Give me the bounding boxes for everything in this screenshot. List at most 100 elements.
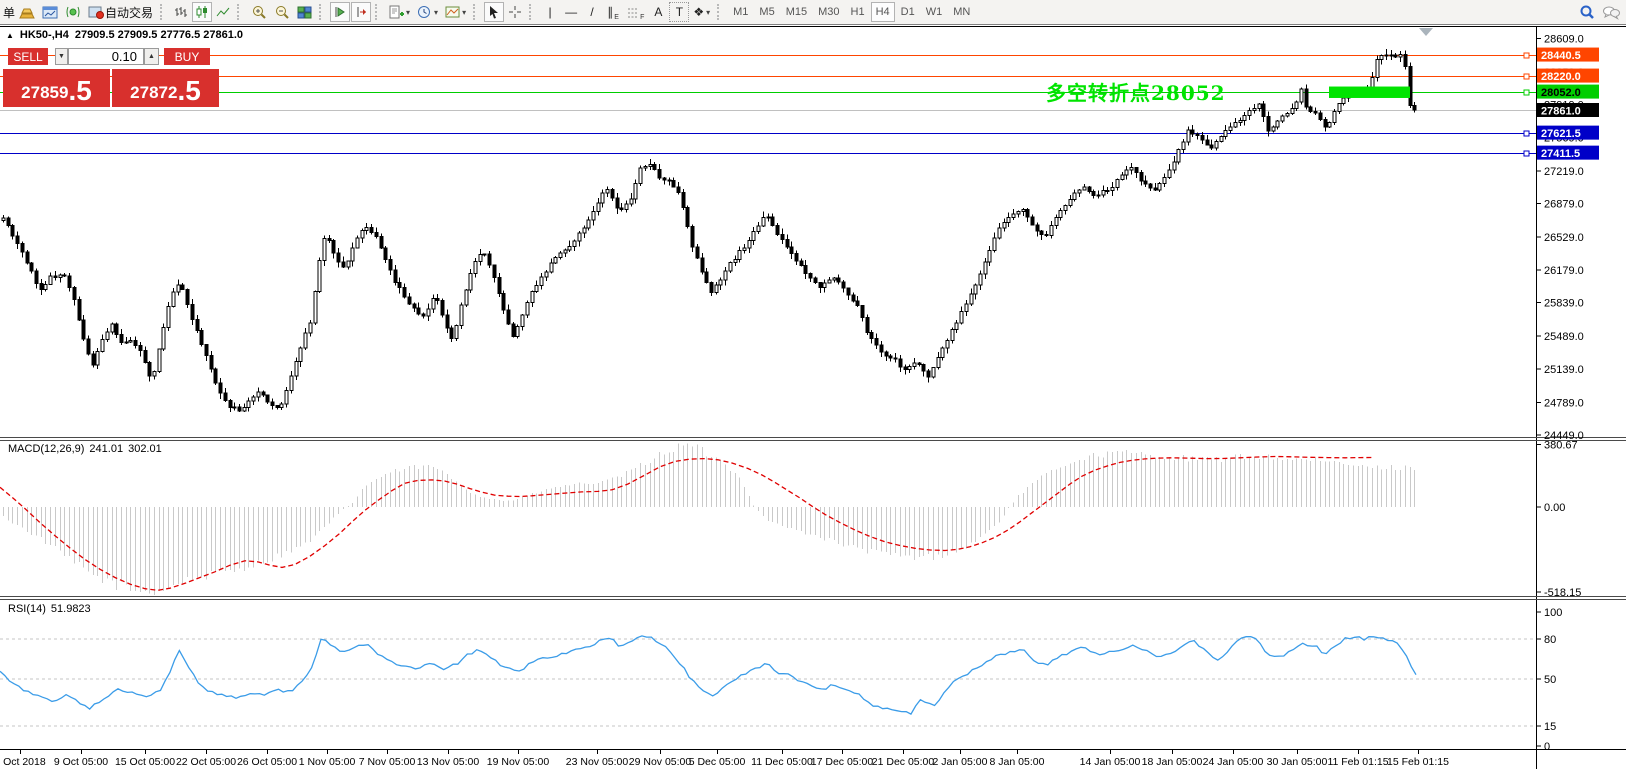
bar-chart-icon[interactable] <box>171 2 191 22</box>
svg-text:27411.5: 27411.5 <box>1541 148 1580 160</box>
candlestick-series <box>1 48 1398 413</box>
horizontal-price-lines[interactable] <box>0 52 1536 157</box>
autoscroll-icon[interactable] <box>330 2 351 22</box>
channel-tool[interactable]: ∥ E <box>603 2 623 22</box>
green-rectangle-zone[interactable] <box>1329 86 1410 98</box>
toolbar-grip <box>717 4 724 20</box>
toolbar-grip <box>473 4 480 20</box>
macd-signal-line <box>0 455 1373 591</box>
dropdown-caret: ▾ <box>462 7 467 17</box>
svg-text:0.00: 0.00 <box>1544 502 1565 514</box>
chart-title: ▲ HK50-,H4 27909.5 27909.5 27776.5 27861… <box>6 29 243 41</box>
vertical-line-tool[interactable]: | <box>548 5 552 19</box>
volume-increase-button[interactable]: ▲ <box>144 48 159 65</box>
toolbar-grip <box>319 4 326 20</box>
buy-button[interactable]: BUY <box>164 48 210 65</box>
zoom-out-icon <box>276 5 289 19</box>
price-line-labels[interactable]: 28440.5 28220.0 28052.0 27621.5 27411.5 27861… <box>1537 47 1599 161</box>
search-button[interactable] <box>1576 2 1598 22</box>
templates-button[interactable]: ▾ <box>442 2 469 22</box>
volume-decrease-button[interactable]: ▼ <box>55 48 68 65</box>
arrows-tool[interactable]: ❖ ▾ <box>690 2 713 22</box>
chat-button[interactable] <box>1599 2 1623 22</box>
svg-text:24789.0: 24789.0 <box>1544 398 1584 410</box>
autotrade-label: 自动交易 <box>105 5 154 20</box>
svg-text:17 Dec 05:00: 17 Dec 05:00 <box>811 756 874 768</box>
timeframe-h4[interactable]: H4 <box>870 2 895 22</box>
dropdown-caret: ▾ <box>706 7 711 17</box>
line-handle[interactable] <box>1523 52 1530 59</box>
trendline-tool[interactable]: / <box>590 5 594 19</box>
crosshair-icon <box>509 6 522 18</box>
fibonacci-tool[interactable]: F <box>624 2 647 22</box>
timeframe-w1[interactable]: W1 <box>925 6 943 18</box>
svg-text:13 Nov 05:00: 13 Nov 05:00 <box>417 756 480 768</box>
text-tool[interactable]: A <box>654 5 663 19</box>
timeframe-m5[interactable]: M5 <box>759 6 775 18</box>
turning-point-annotation: 多空转折点28052 <box>1046 81 1226 105</box>
timeframe-m15[interactable]: M15 <box>785 6 808 18</box>
gold-ingot-icon[interactable] <box>16 2 38 22</box>
line-handle[interactable] <box>1523 130 1530 137</box>
horizontal-line-tool[interactable]: — <box>565 5 578 19</box>
chart-shift-icon[interactable] <box>351 2 372 22</box>
chart-upload-icon[interactable] <box>39 2 61 22</box>
svg-text:25139.0: 25139.0 <box>1544 364 1584 376</box>
signal-icon <box>66 6 80 18</box>
svg-text:11 Dec 05:00: 11 Dec 05:00 <box>751 756 813 768</box>
template-icon <box>445 6 460 18</box>
zoom-out-icon[interactable] <box>271 2 293 22</box>
chart-shift-marker[interactable] <box>1419 28 1433 36</box>
cursor-tool[interactable] <box>484 2 505 22</box>
crosshair-tool[interactable] <box>505 2 525 22</box>
line-handle[interactable] <box>1523 73 1530 80</box>
line-handle[interactable] <box>1523 89 1530 96</box>
signal-icon[interactable] <box>62 2 84 22</box>
chart-frame <box>0 26 1626 769</box>
new-order-button[interactable]: 单 <box>3 5 16 20</box>
candlestick-icon <box>196 6 208 18</box>
toolbar-grip <box>529 4 536 20</box>
line-handle[interactable] <box>1523 150 1530 157</box>
periods-button[interactable]: ▾ <box>414 2 441 22</box>
svg-text:0: 0 <box>1544 741 1550 753</box>
chart-shift-icon <box>357 7 367 17</box>
svg-text:50: 50 <box>1544 674 1556 686</box>
text-label-tool[interactable]: T <box>669 2 690 22</box>
svg-text:28440.5: 28440.5 <box>1541 50 1581 62</box>
sell-button[interactable]: SELL <box>8 48 48 65</box>
buy-price-frac: .5 <box>177 75 201 106</box>
trade-panel-top-row: SELL ▼ 0.10 ▲ BUY <box>3 48 221 65</box>
macd-main-value: 241.01 <box>89 443 124 455</box>
line-chart-icon[interactable] <box>213 2 233 22</box>
svg-text:28052.0: 28052.0 <box>1541 87 1581 99</box>
svg-text:23 Nov 05:00: 23 Nov 05:00 <box>566 756 629 768</box>
svg-text:380.67: 380.67 <box>1544 440 1578 452</box>
one-click-trading-panel: SELL ▼ 0.10 ▲ BUY 27859 .5 27872 .5 <box>3 48 221 107</box>
svg-text:15 Feb 01:15: 15 Feb 01:15 <box>1387 756 1449 768</box>
timeframe-m30[interactable]: M30 <box>818 6 840 18</box>
macd-histogram <box>3 443 1415 595</box>
buy-price-box[interactable]: 27872 .5 <box>112 69 219 107</box>
timeframe-d1[interactable]: D1 <box>900 6 915 18</box>
svg-text:29 Nov 05:00: 29 Nov 05:00 <box>629 756 692 768</box>
timeframe-h1[interactable]: H1 <box>850 6 865 18</box>
timeframe-m1[interactable]: M1 <box>733 6 749 18</box>
autotrade-button[interactable]: 自动交易 <box>85 2 156 22</box>
collapse-triangle-icon[interactable]: ▲ <box>6 30 14 40</box>
candlestick-chart-icon[interactable] <box>192 2 213 22</box>
tile-windows-icon[interactable] <box>294 2 315 22</box>
rsi-name: RSI(14) <box>8 603 46 615</box>
timeframe-mn[interactable]: MN <box>953 6 971 18</box>
indicators-button[interactable]: ▾ <box>386 2 413 22</box>
volume-input[interactable]: 0.10 <box>68 48 144 65</box>
sell-price-box[interactable]: 27859 .5 <box>3 69 110 107</box>
indicator-axes: 380.67 0.00 -518.15 100 80 50 15 0 <box>1536 440 1581 753</box>
svg-text:28609.0: 28609.0 <box>1544 34 1584 46</box>
chart-window-icon <box>42 6 58 19</box>
arrows-icon: ❖ <box>693 5 705 19</box>
zoom-in-icon[interactable] <box>248 2 270 22</box>
macd-indicator-label: MACD(12,26,9) 241.01 302.01 <box>8 443 162 455</box>
